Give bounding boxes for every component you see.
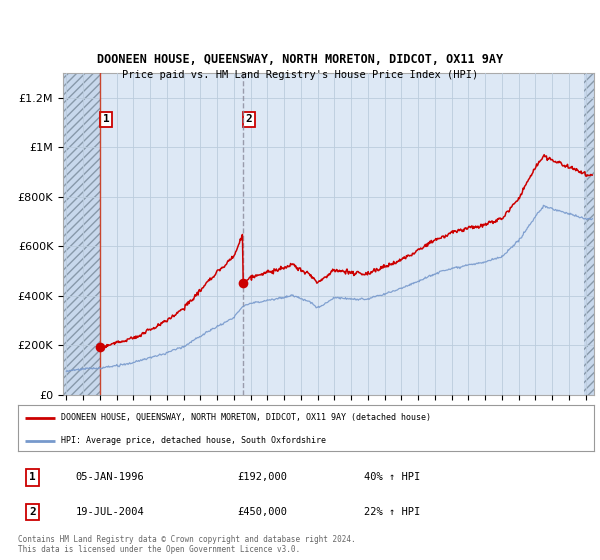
Text: 40% ↑ HPI: 40% ↑ HPI [364,473,420,482]
Text: Price paid vs. HM Land Registry's House Price Index (HPI): Price paid vs. HM Land Registry's House … [122,70,478,80]
Text: Contains HM Land Registry data © Crown copyright and database right 2024.
This d: Contains HM Land Registry data © Crown c… [18,535,356,554]
Text: 22% ↑ HPI: 22% ↑ HPI [364,507,420,517]
Text: 05-JAN-1996: 05-JAN-1996 [76,473,145,482]
Text: 2: 2 [29,507,36,517]
Bar [63,73,100,395]
Text: DOONEEN HOUSE, QUEENSWAY, NORTH MORETON, DIDCOT, OX11 9AY: DOONEEN HOUSE, QUEENSWAY, NORTH MORETON,… [97,53,503,66]
Text: 1: 1 [103,114,110,124]
Bar [100,73,243,395]
Text: 19-JUL-2004: 19-JUL-2004 [76,507,145,517]
Text: HPI: Average price, detached house, South Oxfordshire: HPI: Average price, detached house, Sout… [61,436,326,445]
Text: £192,000: £192,000 [237,473,287,482]
Bar [584,73,594,395]
Text: £450,000: £450,000 [237,507,287,517]
Text: 2: 2 [245,114,252,124]
Text: DOONEEN HOUSE, QUEENSWAY, NORTH MORETON, DIDCOT, OX11 9AY (detached house): DOONEEN HOUSE, QUEENSWAY, NORTH MORETON,… [61,413,431,422]
Text: 1: 1 [29,473,36,482]
